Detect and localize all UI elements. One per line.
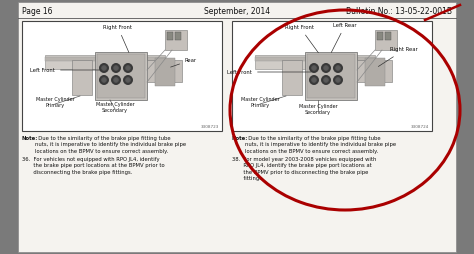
Text: Left Front: Left Front xyxy=(30,68,101,72)
Circle shape xyxy=(111,75,120,85)
Circle shape xyxy=(323,77,328,83)
Circle shape xyxy=(100,64,109,72)
Bar xyxy=(232,21,432,131)
Bar xyxy=(305,52,357,100)
Bar xyxy=(167,32,173,40)
Bar xyxy=(255,57,375,61)
Circle shape xyxy=(111,64,120,72)
Text: September, 2014: September, 2014 xyxy=(204,8,270,17)
Circle shape xyxy=(113,66,118,71)
Text: Bulletin No.: 13-05-22-001B: Bulletin No.: 13-05-22-001B xyxy=(346,8,452,17)
Bar xyxy=(147,60,182,82)
Text: Right Front: Right Front xyxy=(285,25,319,53)
Circle shape xyxy=(310,75,319,85)
Bar xyxy=(377,32,383,40)
Circle shape xyxy=(113,77,118,83)
Bar xyxy=(97,54,145,98)
Circle shape xyxy=(124,75,133,85)
Circle shape xyxy=(323,66,328,71)
Circle shape xyxy=(100,75,109,85)
Circle shape xyxy=(334,64,343,72)
Circle shape xyxy=(336,77,340,83)
Bar xyxy=(385,32,391,40)
Text: Master Cylinder
Primary: Master Cylinder Primary xyxy=(241,97,279,108)
Circle shape xyxy=(101,77,107,83)
Text: 3308723: 3308723 xyxy=(201,125,219,129)
Bar xyxy=(365,58,385,86)
Circle shape xyxy=(124,64,133,72)
Bar xyxy=(357,60,392,82)
Text: Master Cylinder
Primary: Master Cylinder Primary xyxy=(36,97,74,108)
Circle shape xyxy=(334,75,343,85)
Text: Due to the similarity of the brake pipe fitting tube
nuts, it is imperative to i: Due to the similarity of the brake pipe … xyxy=(35,136,186,154)
Bar xyxy=(255,55,375,69)
Text: Right Front: Right Front xyxy=(103,25,133,53)
Bar xyxy=(22,21,222,131)
Text: Right Rear: Right Rear xyxy=(378,47,418,67)
Text: 38.  For model year 2003-2008 vehicles equipped with
       RPO JL4, identify th: 38. For model year 2003-2008 vehicles eq… xyxy=(232,157,376,181)
Circle shape xyxy=(101,66,107,71)
Text: Page 16: Page 16 xyxy=(22,8,53,17)
Circle shape xyxy=(310,64,319,72)
Text: Rear: Rear xyxy=(171,57,197,67)
Bar xyxy=(375,30,397,50)
Bar xyxy=(307,54,355,98)
Text: Master Cylinder
Secondary: Master Cylinder Secondary xyxy=(96,102,134,113)
Bar xyxy=(45,55,165,69)
Text: Left Rear: Left Rear xyxy=(331,23,357,53)
Circle shape xyxy=(321,64,330,72)
Bar xyxy=(155,58,175,86)
Bar xyxy=(282,60,302,95)
Text: Note:: Note: xyxy=(232,136,248,141)
Bar xyxy=(165,30,187,50)
Circle shape xyxy=(311,66,317,71)
Text: 3308724: 3308724 xyxy=(411,125,429,129)
Bar xyxy=(95,52,147,100)
Bar xyxy=(45,57,165,61)
Text: Master Cylinder
Secondary: Master Cylinder Secondary xyxy=(299,104,337,115)
Circle shape xyxy=(126,77,130,83)
Text: Left Front: Left Front xyxy=(227,70,311,74)
Circle shape xyxy=(336,66,340,71)
Text: Note:: Note: xyxy=(22,136,38,141)
Bar xyxy=(175,32,181,40)
Text: 36.  For vehicles not equipped with RPO JL4, identify
       the brake pipe port: 36. For vehicles not equipped with RPO J… xyxy=(22,157,164,175)
Text: Due to the similarity of the brake pipe fitting tube
nuts, it is imperative to i: Due to the similarity of the brake pipe … xyxy=(245,136,396,154)
Circle shape xyxy=(311,77,317,83)
Circle shape xyxy=(126,66,130,71)
Circle shape xyxy=(321,75,330,85)
Bar xyxy=(72,60,92,95)
